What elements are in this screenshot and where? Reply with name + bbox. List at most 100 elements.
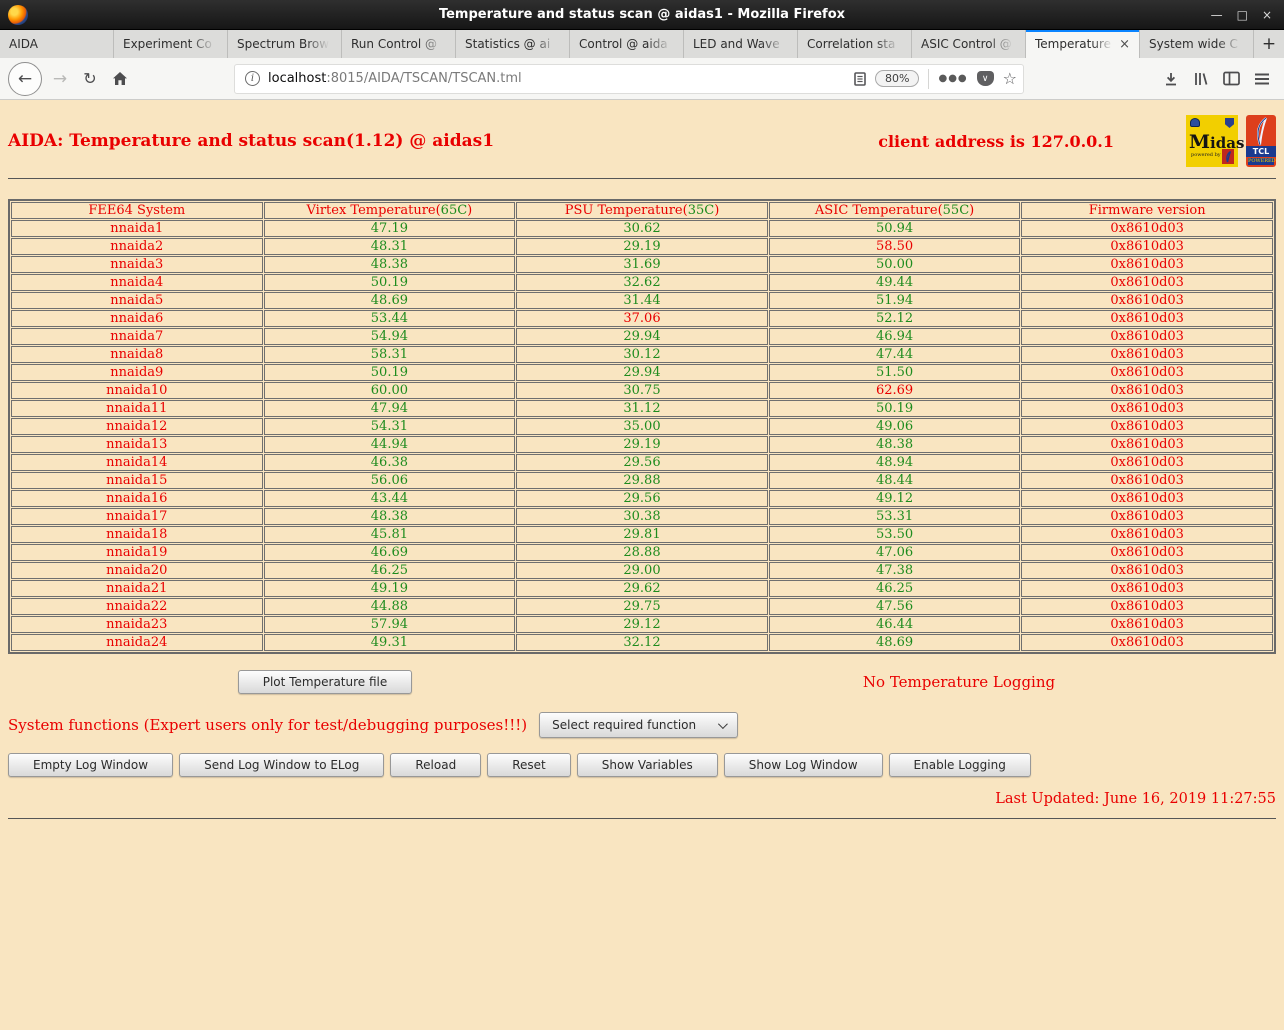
page-actions-icon[interactable]: ●●●	[938, 73, 968, 84]
cell-virtex: 58.31	[263, 346, 516, 363]
url-host: localhost	[268, 71, 327, 86]
reader-mode-icon[interactable]	[854, 71, 866, 86]
tab-label: Experiment Co	[123, 37, 212, 51]
window-title: Temperature and status scan @ aidas1 - M…	[438, 7, 846, 22]
table-row: nnaida7 54.94 29.94 46.94 0x8610d03	[11, 328, 1273, 345]
cell-system: nnaida24	[11, 634, 263, 651]
site-info-icon[interactable]: i	[245, 71, 260, 86]
zoom-level-badge[interactable]: 80%	[875, 70, 920, 87]
show-variables-button[interactable]: Show Variables	[576, 753, 718, 777]
empty-log-window-button[interactable]: Empty Log Window	[8, 753, 174, 777]
cell-psu: 29.56	[516, 490, 768, 507]
cell-firmware: 0x8610d03	[1021, 544, 1273, 561]
tab-statistics-ai[interactable]: Statistics @ ai	[456, 30, 570, 58]
midas-logo[interactable]: Midas powered by	[1186, 115, 1244, 167]
cell-firmware: 0x8610d03	[1021, 256, 1273, 273]
cell-psu: 37.06	[516, 310, 768, 327]
back-button[interactable]: ←	[8, 61, 42, 96]
tab-spectrum-brow[interactable]: Spectrum Brow	[228, 30, 342, 58]
bookmark-star-icon[interactable]: ☆	[1002, 69, 1017, 88]
cell-firmware: 0x8610d03	[1021, 310, 1273, 327]
table-row: nnaida20 46.25 29.00 47.38 0x8610d03	[11, 562, 1273, 579]
maximize-button[interactable]: □	[1236, 7, 1248, 22]
tab-run-control[interactable]: Run Control @	[342, 30, 456, 58]
pocket-icon[interactable]: ∨	[976, 71, 994, 86]
reload-button[interactable]: Reload	[390, 753, 482, 777]
table-row: nnaida11 47.94 31.12 50.19 0x8610d03	[11, 400, 1273, 417]
send-log-window-to-elog-button[interactable]: Send Log Window to ELog	[179, 753, 385, 777]
cell-psu: 29.75	[516, 598, 768, 615]
divider	[8, 178, 1276, 179]
cell-asic: 48.44	[768, 472, 1021, 489]
tab-led-and-wave[interactable]: LED and Wave	[684, 30, 798, 58]
cell-system: nnaida20	[11, 562, 263, 579]
reset-button[interactable]: Reset	[487, 753, 571, 777]
cell-firmware: 0x8610d03	[1021, 292, 1273, 309]
cell-firmware: 0x8610d03	[1021, 328, 1273, 345]
tab-experiment-co[interactable]: Experiment Co	[114, 30, 228, 58]
table-header-row: FEE64 System Virtex Temperature(65C) PSU T…	[11, 202, 1273, 219]
new-tab-button[interactable]: +	[1261, 34, 1277, 54]
cell-system: nnaida12	[11, 418, 263, 435]
table-row: nnaida2 48.31 29.19 58.50 0x8610d03	[11, 238, 1273, 255]
tab-system-wide-c[interactable]: System wide C	[1140, 30, 1254, 58]
cell-system: nnaida3	[11, 256, 263, 273]
tab-label: LED and Wave	[693, 37, 780, 51]
cell-system: nnaida9	[11, 364, 263, 381]
tab-correlation-sta[interactable]: Correlation sta	[798, 30, 912, 58]
table-row: nnaida18 45.81 29.81 53.50 0x8610d03	[11, 526, 1273, 543]
cell-system: nnaida16	[11, 490, 263, 507]
tab-close-icon[interactable]: ×	[1119, 36, 1130, 52]
table-row: nnaida5 48.69 31.44 51.94 0x8610d03	[11, 292, 1273, 309]
enable-logging-button[interactable]: Enable Logging	[888, 753, 1031, 777]
cell-asic: 47.44	[768, 346, 1021, 363]
library-icon[interactable]	[1193, 71, 1209, 87]
table-row: nnaida23 57.94 29.12 46.44 0x8610d03	[11, 616, 1273, 633]
tab-label: Temperature	[1035, 37, 1112, 51]
tab-aida[interactable]: AIDA	[0, 30, 114, 58]
forward-button[interactable]: →	[52, 68, 68, 89]
cell-asic: 51.50	[768, 364, 1021, 381]
close-button[interactable]: ×	[1261, 7, 1272, 22]
menu-hamburger-icon[interactable]	[1254, 72, 1270, 86]
cell-virtex: 56.06	[263, 472, 516, 489]
cell-psu: 29.19	[516, 238, 768, 255]
minimize-button[interactable]: —	[1210, 7, 1223, 22]
cell-asic: 53.31	[768, 508, 1021, 525]
table-row: nnaida17 48.38 30.38 53.31 0x8610d03	[11, 508, 1273, 525]
cell-firmware: 0x8610d03	[1021, 598, 1273, 615]
cell-virtex: 46.38	[263, 454, 516, 471]
cell-virtex: 48.31	[263, 238, 516, 255]
home-icon[interactable]	[106, 71, 134, 86]
column-header: Firmware version	[1021, 202, 1273, 219]
tab-asic-control[interactable]: ASIC Control @	[912, 30, 1026, 58]
function-select-dropdown[interactable]: Select required function	[539, 712, 739, 738]
cell-system: nnaida13	[11, 436, 263, 453]
reload-button[interactable]: ↻	[83, 69, 97, 88]
midas-logo-text: Midas	[1189, 131, 1245, 153]
cell-asic: 48.94	[768, 454, 1021, 471]
cell-firmware: 0x8610d03	[1021, 562, 1273, 579]
tab-label: System wide C	[1149, 37, 1238, 51]
download-icon[interactable]	[1163, 71, 1179, 87]
url-bar[interactable]: i localhost:8015/AIDA/TSCAN/TSCAN.tml 80…	[234, 63, 1024, 94]
show-log-window-button[interactable]: Show Log Window	[723, 753, 883, 777]
table-row: nnaida10 60.00 30.75 62.69 0x8610d03	[11, 382, 1273, 399]
table-row: nnaida6 53.44 37.06 52.12 0x8610d03	[11, 310, 1273, 327]
cell-asic: 47.38	[768, 562, 1021, 579]
tcl-powered-logo[interactable]: TCL POWERED	[1246, 115, 1276, 167]
tab-temperature[interactable]: Temperature ×	[1026, 30, 1140, 58]
cell-virtex: 43.44	[263, 490, 516, 507]
cell-psu: 29.81	[516, 526, 768, 543]
cell-psu: 30.12	[516, 346, 768, 363]
cell-psu: 31.12	[516, 400, 768, 417]
cell-psu: 31.69	[516, 256, 768, 273]
sidebar-icon[interactable]	[1223, 71, 1240, 86]
last-updated-text: Last Updated: June 16, 2019 11:27:55	[995, 791, 1276, 807]
plot-temperature-file-button[interactable]: Plot Temperature file	[237, 670, 413, 694]
temperature-scan-table: FEE64 System Virtex Temperature(65C) PSU T…	[8, 199, 1276, 654]
cell-system: nnaida5	[11, 292, 263, 309]
cell-firmware: 0x8610d03	[1021, 634, 1273, 651]
cell-virtex: 50.19	[263, 364, 516, 381]
tab-control-aida[interactable]: Control @ aida	[570, 30, 684, 58]
